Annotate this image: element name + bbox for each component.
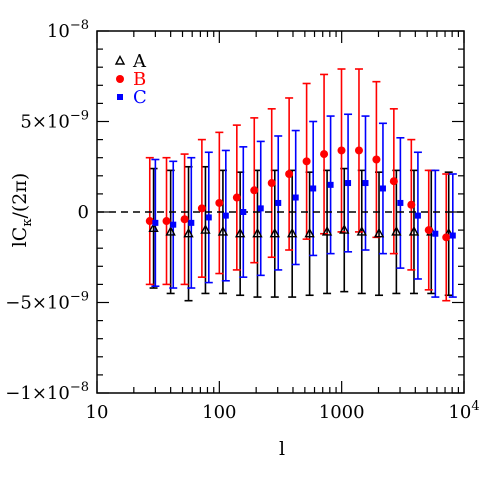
data-point-c	[240, 209, 247, 215]
data-point-a	[165, 225, 176, 236]
data-point-a	[373, 227, 385, 238]
data-point-b	[285, 169, 294, 178]
data-point-b	[337, 146, 346, 155]
data-point-c	[170, 221, 177, 228]
data-point-c	[205, 214, 212, 221]
data-point-a	[148, 222, 159, 232]
y-tick-label: −5×10−9	[5, 290, 89, 314]
data-point-a	[287, 227, 298, 238]
data-point-c	[275, 199, 282, 206]
legend-label-a: A	[132, 51, 147, 72]
data-point-b	[145, 217, 154, 226]
data-point-c	[222, 212, 229, 219]
error-bar-layer	[145, 68, 457, 302]
tick-label-layer: 10 100 1000 104 10−8 5×10−9 0 −5×10−9 −1×10−8	[5, 18, 479, 423]
data-point-b	[250, 186, 259, 195]
x-tick-label: 104	[448, 399, 479, 423]
data-point-b	[424, 226, 433, 235]
data-point-a	[339, 224, 350, 234]
data-point-a	[200, 224, 211, 234]
data-point-b	[197, 204, 206, 213]
y-tick-label: 0	[78, 202, 89, 223]
data-point-b	[354, 146, 363, 155]
data-point-a	[252, 227, 263, 238]
data-point-b	[389, 177, 398, 186]
y-axis-title: lCκ/(2π)	[9, 173, 35, 248]
x-axis-title: l	[279, 438, 285, 460]
data-point-c	[257, 205, 264, 212]
data-point-b	[267, 179, 276, 188]
y-tick-label: 10−8	[47, 18, 89, 42]
data-point-a	[269, 227, 280, 238]
data-point-a	[217, 225, 229, 236]
legend-label-b: B	[133, 69, 146, 90]
data-point-b	[320, 150, 329, 159]
data-point-c	[327, 181, 334, 188]
data-point-c	[414, 212, 421, 219]
data-point-b	[215, 198, 224, 207]
legend: ABC	[114, 51, 147, 108]
data-point-a	[304, 227, 315, 238]
y-tick-label: 5×10−9	[20, 109, 89, 133]
y-tick-label: −1×10−8	[5, 380, 89, 404]
x-tick-label: 10	[86, 402, 109, 423]
marker-layer	[145, 146, 456, 242]
data-point-b	[302, 157, 311, 166]
data-point-c	[362, 180, 369, 187]
legend-marker-c	[117, 94, 123, 100]
data-point-c	[379, 185, 386, 192]
legend-label-c: C	[133, 87, 147, 108]
data-point-b	[442, 233, 451, 242]
data-point-a	[234, 227, 246, 238]
axes-layer	[96, 30, 465, 394]
legend-marker-b	[116, 75, 124, 83]
data-point-a	[408, 225, 420, 236]
data-point-c	[397, 199, 404, 206]
legend-marker-a	[114, 55, 126, 65]
data-point-c	[345, 180, 352, 187]
data-point-b	[232, 193, 241, 202]
data-point-b	[407, 200, 416, 209]
x-tick-label: 1000	[319, 402, 365, 423]
data-point-a	[391, 225, 402, 236]
data-point-a	[321, 225, 333, 236]
data-point-c	[449, 232, 456, 239]
y-axis-title-subscript: κ	[20, 219, 35, 227]
data-point-c	[432, 230, 439, 237]
data-point-b	[180, 215, 189, 224]
y-axis-title-main: lC	[9, 227, 31, 248]
data-point-a	[183, 227, 194, 238]
x-tick-label: 100	[202, 402, 236, 423]
data-point-c	[152, 219, 159, 226]
data-point-b	[372, 155, 381, 164]
y-axis-title-tail: /(2π)	[9, 173, 31, 219]
data-point-c	[188, 219, 195, 226]
data-point-c	[310, 185, 317, 192]
data-point-b	[162, 217, 171, 226]
data-point-a	[356, 225, 367, 236]
data-point-c	[292, 194, 299, 201]
